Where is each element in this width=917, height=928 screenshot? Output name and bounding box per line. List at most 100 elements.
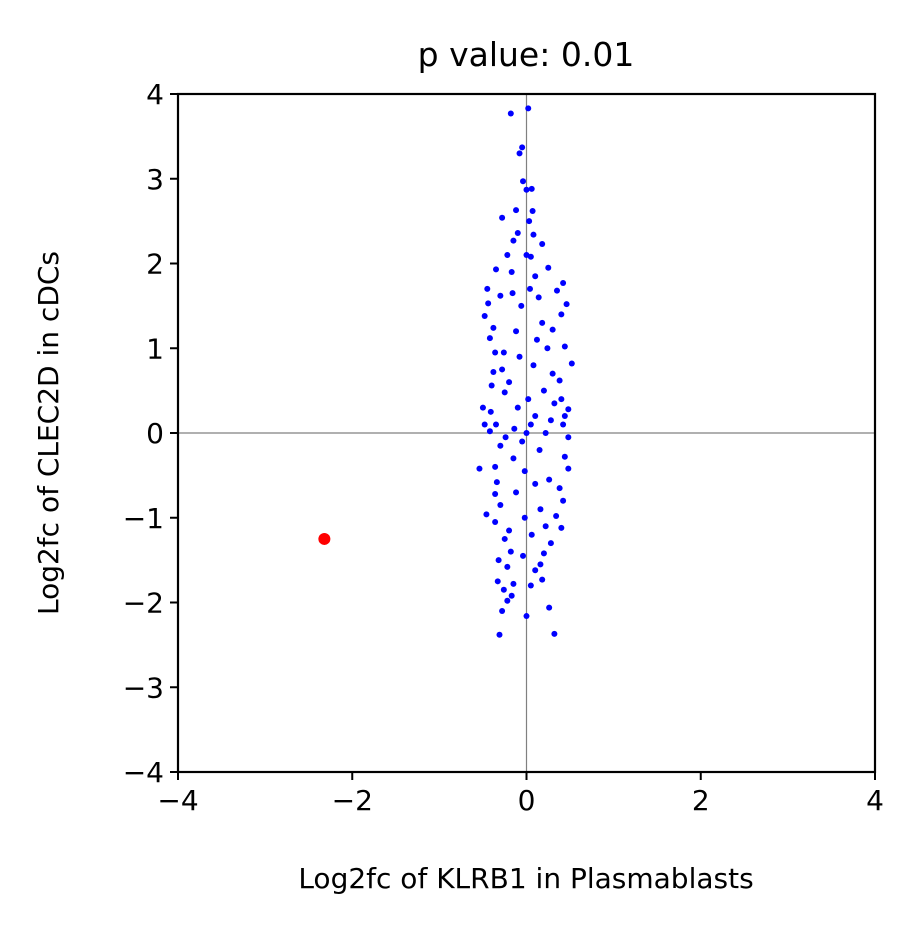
data-point — [561, 453, 568, 460]
data-point — [539, 319, 546, 326]
data-point — [523, 613, 530, 620]
data-point — [500, 349, 507, 356]
data-point — [508, 268, 515, 275]
data-point — [561, 413, 568, 420]
data-point — [510, 455, 517, 462]
data-point — [479, 404, 486, 411]
data-point — [476, 465, 483, 472]
data-point — [560, 421, 567, 428]
data-point — [553, 287, 560, 294]
data-point — [539, 576, 546, 583]
y-tick-label: −4 — [123, 756, 164, 789]
data-point — [499, 366, 506, 373]
y-tick-label: 0 — [146, 417, 164, 450]
data-point — [549, 326, 556, 333]
data-point — [535, 294, 542, 301]
data-point — [547, 540, 554, 547]
data-point — [536, 446, 543, 453]
data-point — [492, 518, 499, 525]
data-point — [492, 491, 499, 498]
data-point — [492, 463, 499, 470]
chart-title: p value: 0.01 — [418, 35, 635, 74]
data-point — [486, 335, 493, 342]
data-point — [516, 150, 523, 157]
data-point — [523, 186, 530, 193]
data-point — [484, 285, 491, 292]
data-point — [547, 417, 554, 424]
data-point — [527, 582, 534, 589]
data-point — [504, 597, 511, 604]
data-point — [556, 485, 563, 492]
data-point — [558, 311, 565, 318]
x-tick-label: 0 — [518, 784, 536, 817]
data-point — [526, 218, 533, 225]
data-point — [501, 389, 508, 396]
data-point — [506, 379, 513, 386]
data-points — [318, 105, 575, 638]
data-point — [560, 279, 567, 286]
data-point — [523, 430, 530, 436]
data-point — [493, 266, 500, 273]
data-point — [510, 580, 517, 587]
y-tick-label: 2 — [146, 248, 164, 281]
data-point — [504, 563, 511, 570]
data-point — [560, 497, 567, 504]
x-tick-label: 2 — [692, 784, 710, 817]
data-point — [530, 362, 537, 369]
data-point — [499, 214, 506, 221]
data-point — [519, 438, 526, 445]
data-point — [485, 300, 492, 307]
data-point — [499, 607, 506, 614]
data-point — [513, 489, 520, 496]
data-point — [551, 400, 558, 407]
data-point — [542, 430, 549, 436]
data-point — [490, 324, 497, 331]
data-point — [565, 406, 572, 413]
data-point — [553, 513, 560, 520]
data-point — [556, 377, 563, 384]
data-point — [551, 630, 558, 637]
y-tick-label: 4 — [146, 78, 164, 111]
data-point — [523, 252, 530, 259]
y-tick-label: −1 — [123, 502, 164, 535]
data-point — [508, 592, 515, 599]
data-point — [494, 578, 501, 585]
data-point — [563, 301, 570, 308]
data-point — [532, 480, 539, 487]
data-point — [528, 185, 535, 192]
data-point — [507, 110, 514, 117]
data-point — [532, 567, 539, 574]
data-point — [497, 442, 504, 449]
data-point — [483, 511, 490, 518]
y-tick-label: 1 — [146, 332, 164, 365]
data-point — [481, 313, 488, 320]
data-point — [501, 535, 508, 542]
data-point — [532, 413, 539, 420]
data-point — [497, 502, 504, 509]
data-point — [540, 550, 547, 557]
data-point — [568, 360, 575, 367]
data-point — [565, 434, 572, 441]
data-point — [527, 421, 534, 428]
data-point — [540, 387, 547, 394]
y-axis-ticks: −4 −3 −2 −1 0 1 2 3 4 — [123, 78, 178, 789]
data-point — [530, 231, 537, 238]
data-point — [526, 285, 533, 292]
data-point — [514, 229, 521, 236]
data-point — [546, 476, 553, 483]
y-tick-label: −3 — [123, 671, 164, 704]
data-point — [519, 144, 526, 151]
x-tick-label: −4 — [157, 784, 198, 817]
data-point — [525, 396, 532, 403]
data-point — [544, 345, 551, 352]
data-point — [487, 408, 494, 415]
data-point — [490, 368, 497, 375]
data-point — [561, 343, 568, 350]
data-point — [509, 290, 516, 297]
data-point — [493, 479, 500, 486]
data-point — [565, 465, 572, 472]
data-point — [518, 302, 525, 309]
data-point — [511, 425, 518, 432]
y-tick-label: −2 — [123, 587, 164, 620]
